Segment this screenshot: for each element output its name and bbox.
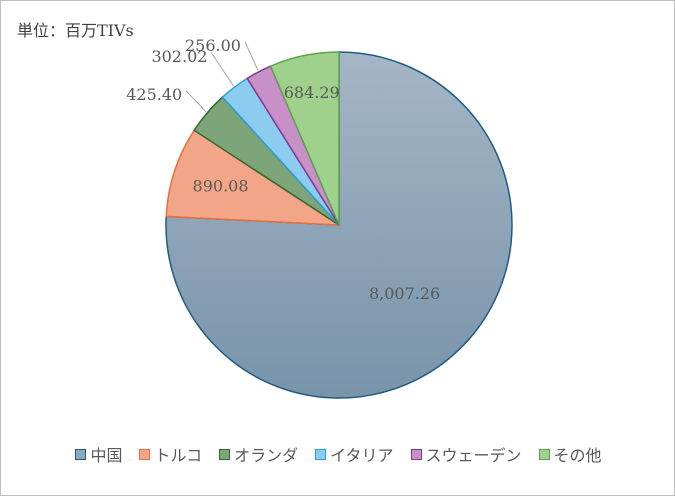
leader-line-netherlands [185,90,207,113]
legend-swatch-italy [315,448,327,460]
legend-swatch-sweden [410,448,422,460]
unit-label: 単位：百万TIVs [17,21,134,40]
legend-swatch-others [538,448,550,460]
legend-swatch-netherlands [219,448,231,460]
data-label-others: 684.29 [284,83,340,102]
legend-swatch-china [75,448,87,460]
pie-slice-turkey [165,129,342,226]
legend-label-netherlands: オランダ [234,446,299,465]
legend-swatch-turkey [139,448,151,460]
leader-line-italy [211,52,234,87]
legend-label-china: 中国 [90,446,123,465]
pie-slice-others [269,51,340,226]
legend-item-others: その他 [538,442,602,466]
legend-item-sweden: スウェーデン [410,442,522,466]
legend-label-others: その他 [553,446,602,465]
legend-label-sweden: スウェーデン [425,446,522,465]
legend: 中国 トルコ オランダ イタリア スウェーデン その他 [1,442,675,466]
legend-item-netherlands: オランダ [219,442,298,466]
data-label-italy: 302.02 [151,47,207,66]
data-label-netherlands: 425.40 [126,85,182,104]
legend-item-china: 中国 [75,442,122,466]
legend-label-turkey: トルコ [154,446,203,465]
legend-item-turkey: トルコ [139,442,202,466]
legend-item-italy: イタリア [315,442,394,466]
leader-line-sweden [244,41,259,71]
data-label-turkey: 890.08 [193,176,249,195]
data-label-china: 8,007.26 [369,284,440,303]
legend-label-italy: イタリア [330,446,394,465]
data-label-sweden: 256.00 [185,36,241,55]
